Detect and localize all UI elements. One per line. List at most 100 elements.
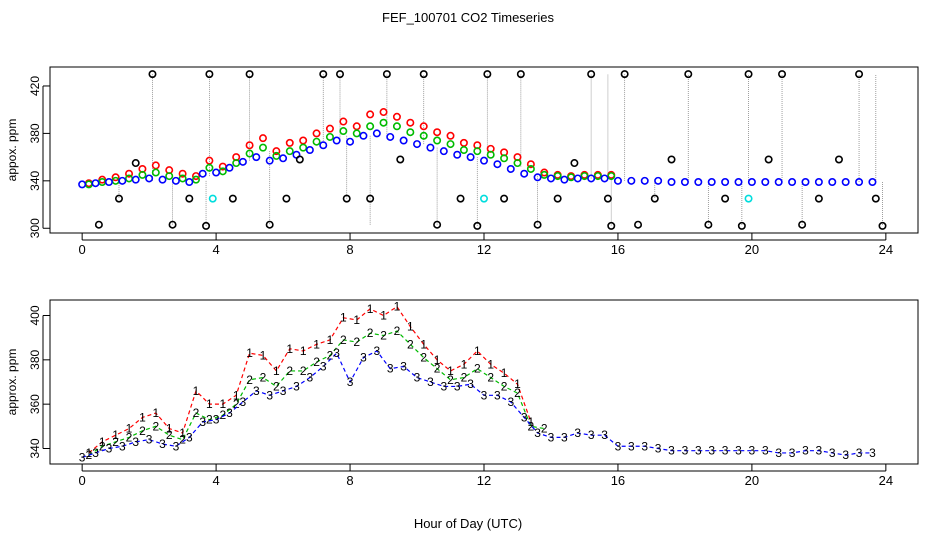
data-point-s2: 2 xyxy=(193,406,200,420)
data-point-s3: 3 xyxy=(132,435,139,449)
data-point-s3 xyxy=(439,147,448,156)
data-point-s3 xyxy=(546,174,555,183)
data-point-s3 xyxy=(721,178,730,187)
data-point-s3: 3 xyxy=(440,379,447,393)
data-point-s1: 1 xyxy=(273,364,280,378)
data-point-s3: 3 xyxy=(507,395,514,409)
data-point-s3 xyxy=(627,176,636,185)
data-point-s1: 1 xyxy=(300,344,307,358)
data-point-s2: 2 xyxy=(541,422,548,436)
data-point-s3 xyxy=(828,178,837,187)
y-tick-label: 380 xyxy=(28,350,42,370)
data-point-s2: 2 xyxy=(353,335,360,349)
x-tick-label: 0 xyxy=(79,473,86,488)
data-point-s4 xyxy=(764,155,773,164)
data-point-s2 xyxy=(352,129,361,138)
data-point-s4 xyxy=(228,194,237,203)
data-point-s3 xyxy=(238,157,247,166)
data-point-s3: 3 xyxy=(226,406,233,420)
data-point-s2: 2 xyxy=(461,371,468,385)
data-point-s2: 2 xyxy=(139,424,146,438)
data-point-s3 xyxy=(520,169,529,178)
data-point-s4 xyxy=(500,194,509,203)
data-point-s2 xyxy=(258,143,267,152)
data-point-s3 xyxy=(332,136,341,145)
x-tick-label: 16 xyxy=(611,473,625,488)
data-point-s1: 1 xyxy=(501,366,508,380)
data-point-s2 xyxy=(151,168,160,177)
data-point-s2 xyxy=(473,147,482,156)
data-point-s3 xyxy=(171,176,180,185)
data-point-s3 xyxy=(868,178,877,187)
data-point-s1 xyxy=(111,173,120,182)
data-point-s3: 3 xyxy=(588,428,595,442)
data-point-s3: 3 xyxy=(789,446,796,460)
data-point-s2 xyxy=(419,131,428,140)
data-point-s3: 3 xyxy=(79,450,86,464)
y-tick-label: 380 xyxy=(28,123,42,143)
data-point-s3 xyxy=(252,153,261,162)
data-point-s2 xyxy=(325,132,334,141)
data-point-s1: 1 xyxy=(112,428,119,442)
data-point-s3: 3 xyxy=(601,428,608,442)
data-point-s3: 3 xyxy=(92,446,99,460)
data-point-s4 xyxy=(433,220,442,229)
data-point-s4 xyxy=(620,70,629,79)
data-point-s3: 3 xyxy=(802,444,809,458)
data-point-s3 xyxy=(185,178,194,187)
data-point-s1: 1 xyxy=(206,397,213,411)
data-point-s2: 2 xyxy=(246,373,253,387)
data-point-s4 xyxy=(205,70,214,79)
data-point-s3: 3 xyxy=(842,448,849,462)
data-point-s1: 1 xyxy=(327,333,334,347)
data-point-s3 xyxy=(747,178,756,187)
data-point-s1 xyxy=(312,129,321,138)
data-point-s2 xyxy=(459,146,468,155)
data-point-s3 xyxy=(694,178,703,187)
data-point-s1: 1 xyxy=(461,357,468,371)
x-tick-label: 24 xyxy=(879,473,893,488)
data-point-s2: 2 xyxy=(501,379,508,393)
data-point-s3 xyxy=(386,132,395,141)
data-point-s2 xyxy=(366,122,375,131)
data-point-s1 xyxy=(258,134,267,143)
data-point-s4 xyxy=(94,220,103,229)
data-point-s1: 1 xyxy=(394,300,401,314)
data-point-s4 xyxy=(878,221,887,230)
data-point-s1: 1 xyxy=(313,337,320,351)
data-point-s4 xyxy=(185,194,194,203)
data-point-s3 xyxy=(78,180,87,189)
data-point-s4 xyxy=(382,70,391,79)
data-point-s2: 2 xyxy=(286,364,293,378)
data-point-s3: 3 xyxy=(106,441,113,455)
data-point-s3: 3 xyxy=(561,430,568,444)
data-point-s3 xyxy=(841,178,850,187)
data-point-s1: 1 xyxy=(99,435,106,449)
data-point-s2 xyxy=(138,170,147,179)
series-line-s2 xyxy=(88,330,545,456)
data-point-s3 xyxy=(801,178,810,187)
x-tick-label: 0 xyxy=(79,242,86,257)
data-point-s2: 2 xyxy=(327,348,334,362)
data-point-s1: 1 xyxy=(367,302,374,316)
data-point-s3 xyxy=(654,176,663,185)
data-point-s3: 3 xyxy=(400,359,407,373)
data-point-s2 xyxy=(245,149,254,158)
data-point-s1 xyxy=(406,118,415,127)
data-point-s3: 3 xyxy=(240,395,247,409)
data-point-s1 xyxy=(379,108,388,117)
data-point-s4 xyxy=(473,221,482,230)
data-point-s3: 3 xyxy=(173,439,180,453)
data-point-s4 xyxy=(603,194,612,203)
data-point-s4 xyxy=(607,221,616,230)
data-point-s3: 3 xyxy=(695,444,702,458)
data-point-s3 xyxy=(560,175,569,184)
data-point-s2: 2 xyxy=(367,326,374,340)
x-tick-label: 4 xyxy=(212,473,219,488)
data-point-s1 xyxy=(272,147,281,156)
data-point-s3: 3 xyxy=(119,439,126,453)
data-point-s4 xyxy=(319,70,328,79)
y-tick-label: 340 xyxy=(28,170,42,190)
data-point-s3: 3 xyxy=(213,413,220,427)
data-point-s3: 3 xyxy=(293,379,300,393)
